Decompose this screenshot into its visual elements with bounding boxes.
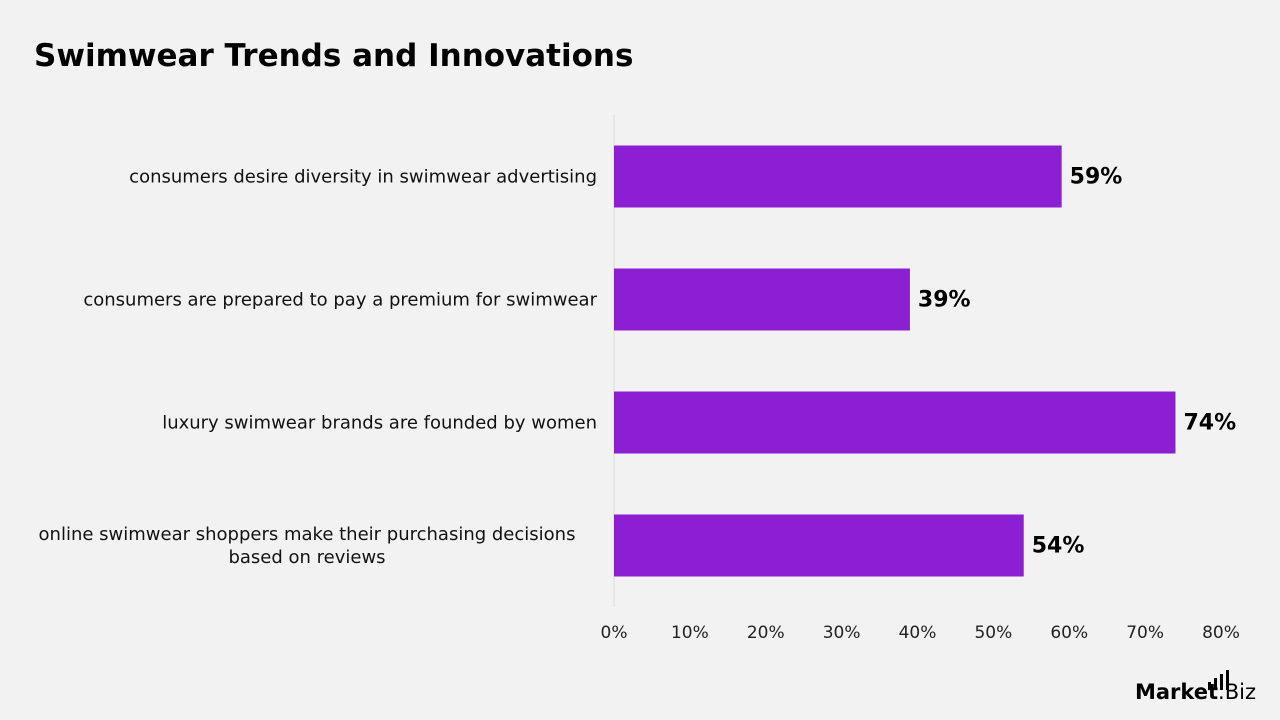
x-tick-label: 60% — [1050, 623, 1088, 643]
value-label: 39% — [918, 288, 971, 313]
x-tick-label: 30% — [823, 623, 861, 643]
x-tick-label: 0% — [601, 623, 628, 643]
logo-bars — [1208, 670, 1229, 690]
x-tick-label: 80% — [1202, 623, 1240, 643]
x-tick-label: 40% — [899, 623, 937, 643]
logo-text: Market — [1134, 680, 1219, 704]
category-label: consumers desire diversity in swimwear a… — [129, 166, 597, 187]
bar — [614, 145, 1062, 208]
bar — [614, 268, 910, 331]
value-label: 59% — [1070, 165, 1123, 190]
logo-suffix: .Biz — [1218, 680, 1256, 704]
value-label: 74% — [1183, 411, 1236, 436]
x-tick-label: 50% — [974, 623, 1012, 643]
bar — [614, 514, 1024, 577]
value-label: 54% — [1032, 534, 1085, 559]
bar — [614, 391, 1176, 454]
x-tick-label: 20% — [747, 623, 785, 643]
x-tick-label: 70% — [1126, 623, 1164, 643]
logo: Market .Biz — [1134, 670, 1256, 704]
x-tick-label: 10% — [671, 623, 709, 643]
chart-title: Swimwear Trends and Innovations — [34, 38, 634, 74]
category-label: luxury swimwear brands are founded by wo… — [162, 412, 597, 433]
category-label: online swimwear shoppers make their purc… — [38, 523, 576, 568]
category-label: consumers are prepared to pay a premium … — [83, 289, 597, 310]
